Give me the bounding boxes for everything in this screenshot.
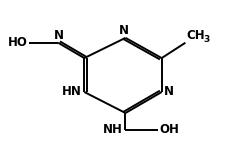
Text: N: N [164, 85, 173, 98]
Text: 3: 3 [202, 35, 209, 44]
Text: CH: CH [186, 29, 204, 42]
Text: OH: OH [158, 124, 178, 136]
Text: N: N [119, 24, 129, 37]
Text: HO: HO [8, 36, 28, 49]
Text: NH: NH [103, 124, 122, 136]
Text: HN: HN [62, 85, 82, 98]
Text: N: N [54, 29, 64, 42]
